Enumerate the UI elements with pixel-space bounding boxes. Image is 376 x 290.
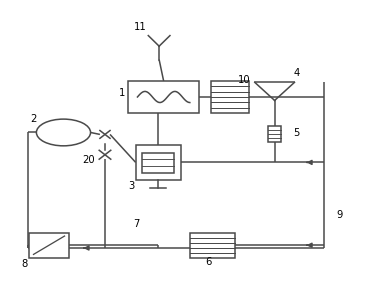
Text: 5: 5 — [293, 128, 299, 138]
Text: 8: 8 — [22, 259, 28, 269]
Text: 4: 4 — [293, 68, 299, 78]
Text: 2: 2 — [30, 114, 37, 124]
Text: 7: 7 — [133, 219, 140, 229]
Text: 1: 1 — [119, 88, 126, 98]
Bar — [142, 153, 174, 173]
Ellipse shape — [36, 119, 91, 146]
Text: 6: 6 — [206, 257, 212, 267]
Bar — [129, 81, 199, 113]
Bar — [190, 233, 235, 258]
Text: 10: 10 — [238, 75, 250, 85]
Text: 20: 20 — [82, 155, 95, 165]
Text: 9: 9 — [337, 210, 343, 220]
Bar — [211, 81, 249, 113]
Text: 3: 3 — [128, 181, 134, 191]
Bar — [29, 233, 69, 258]
Bar — [268, 126, 282, 142]
Text: 11: 11 — [134, 22, 147, 32]
Bar — [136, 145, 181, 180]
